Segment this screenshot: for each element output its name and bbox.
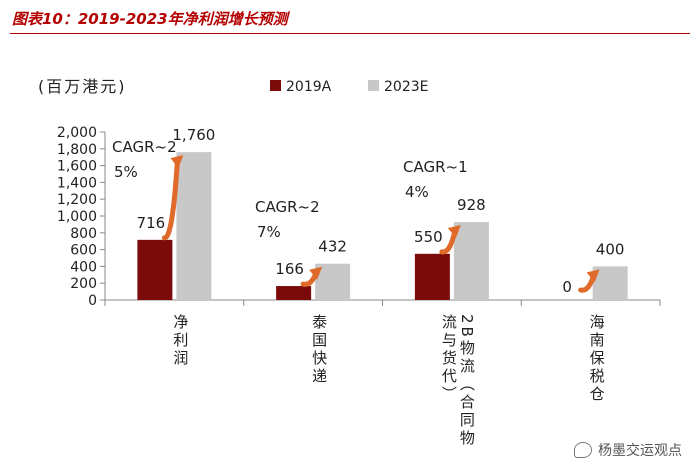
growth-arrow-head-2 — [447, 225, 461, 239]
bar-2019A-1 — [276, 286, 312, 300]
y-tick-label: 1,200 — [57, 192, 97, 208]
y-tick-label: 0 — [88, 293, 97, 309]
legend-swatch-2023E — [368, 80, 379, 91]
data-label-2023E-1: 432 — [318, 238, 347, 256]
category-label-1: 泰国快递 — [310, 314, 328, 386]
y-tick-label: 1,000 — [57, 209, 97, 225]
data-label-2019A-0: 716 — [137, 214, 166, 232]
title-divider — [10, 33, 690, 34]
data-label-2023E-3: 400 — [596, 240, 625, 258]
bar-2019A-0 — [137, 239, 173, 300]
growth-arrow-head-1 — [309, 266, 323, 280]
legend-label-2019A: 2019A — [286, 79, 332, 95]
category-label-2: 2B物流（合同物 — [458, 314, 476, 448]
y-tick-label: 600 — [70, 243, 97, 259]
data-label-2019A-3: 0 — [562, 278, 572, 296]
y-tick-label: 400 — [70, 259, 97, 275]
y-tick-label: 2,000 — [57, 125, 97, 141]
y-tick-label: 800 — [70, 226, 97, 242]
data-label-2023E-2: 928 — [457, 196, 486, 214]
bar-2023E-2 — [453, 222, 489, 300]
legend-swatch-2019A — [270, 80, 281, 91]
cagr-value-2: 4% — [405, 183, 429, 201]
data-label-2023E-0: 1,760 — [172, 126, 215, 144]
cagr-value-1: 7% — [257, 223, 281, 241]
growth-arrow-0 — [161, 158, 180, 241]
cagr-value-0: 5% — [114, 163, 138, 181]
data-label-2019A-2: 550 — [414, 228, 443, 246]
watermark-text: 杨墨交运观点 — [598, 443, 682, 459]
bar-2023E-0 — [176, 152, 212, 300]
y-tick-label: 1,800 — [57, 142, 97, 158]
y-tick-label: 1,600 — [57, 159, 97, 175]
page-title: 图表10：2019-2023年净利润增长预测 — [12, 10, 288, 28]
cagr-label-2: CAGR~1 — [403, 158, 468, 176]
category-label-3: 海南保税仓 — [588, 314, 606, 404]
growth-arrow-head-0 — [170, 155, 184, 169]
growth-arrow-head-3 — [586, 269, 600, 283]
watermark: 杨墨交运观点 — [574, 440, 682, 460]
bar-2023E-1 — [315, 263, 351, 300]
legend-label-2023E: 2023E — [384, 79, 428, 95]
category-label-0: 净利润 — [171, 314, 189, 368]
y-tick-label: 1,400 — [57, 175, 97, 191]
category-label-2: 流与货代） — [440, 314, 458, 404]
wechat-icon — [574, 442, 592, 458]
unit-label: (百万港元) — [38, 77, 127, 96]
cagr-label-1: CAGR~2 — [255, 198, 320, 216]
cagr-label-0: CAGR~2 — [112, 138, 177, 156]
bar-2019A-2 — [414, 253, 450, 300]
data-label-2019A-1: 166 — [275, 260, 304, 278]
y-tick-label: 200 — [70, 276, 97, 292]
